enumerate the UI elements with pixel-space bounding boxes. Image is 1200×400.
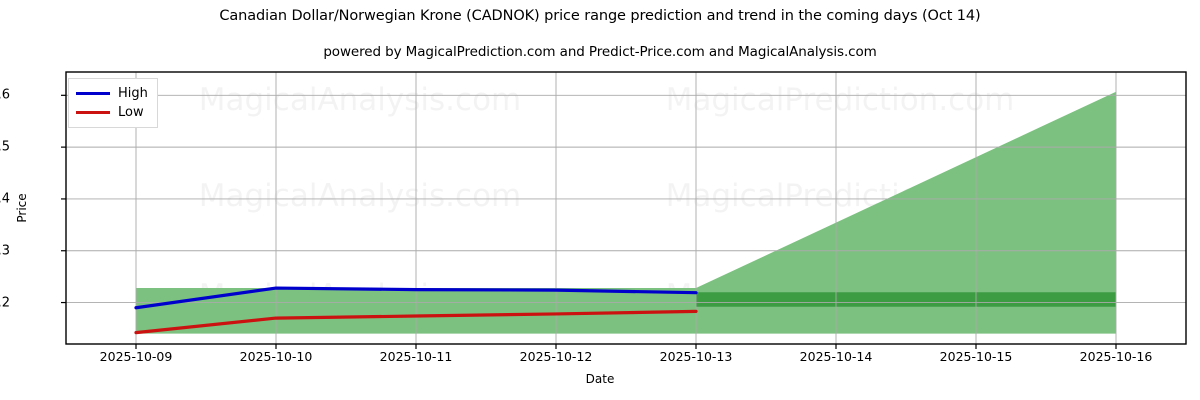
series-line-high [134, 286, 698, 310]
x-tick-label: 2025-10-11 [379, 349, 453, 364]
band-forecast-range-light [136, 91, 1116, 334]
x-tick-label: 2025-10-14 [799, 349, 873, 364]
y-tick-label: 7.5 [0, 139, 10, 155]
series-lines [134, 286, 698, 335]
legend[interactable]: High Low [68, 78, 158, 128]
legend-label-high: High [118, 86, 148, 101]
gridlines [61, 72, 1186, 349]
y-tick-label: 7.2 [0, 295, 10, 311]
chart-title: Canadian Dollar/Norwegian Krone (CADNOK)… [219, 8, 981, 24]
legend-item-low[interactable]: Low [76, 103, 148, 122]
x-axis-label: Date [585, 372, 615, 386]
series-line-low [134, 309, 698, 335]
x-tick-label: 2025-10-16 [1079, 349, 1153, 364]
x-tick-label: 2025-10-10 [239, 349, 313, 364]
plot-frame [65, 71, 1187, 345]
forecast-bands [136, 91, 1116, 334]
chart-subtitle: powered by MagicalPrediction.com and Pre… [323, 44, 877, 60]
y-tick-label: 7.6 [0, 87, 10, 103]
y-tick-label: 7.4 [0, 191, 10, 207]
legend-item-high[interactable]: High [76, 84, 148, 103]
legend-swatch-high [76, 92, 110, 95]
x-tick-label: 2025-10-15 [939, 349, 1013, 364]
y-tick-label: 7.3 [0, 243, 10, 259]
x-tick-label: 2025-10-12 [519, 349, 593, 364]
x-tick-label: 2025-10-13 [659, 349, 733, 364]
x-tick-label: 2025-10-09 [99, 349, 173, 364]
band-forecast-range-dark [696, 292, 1116, 307]
legend-swatch-low [76, 111, 110, 114]
legend-label-low: Low [118, 105, 144, 120]
